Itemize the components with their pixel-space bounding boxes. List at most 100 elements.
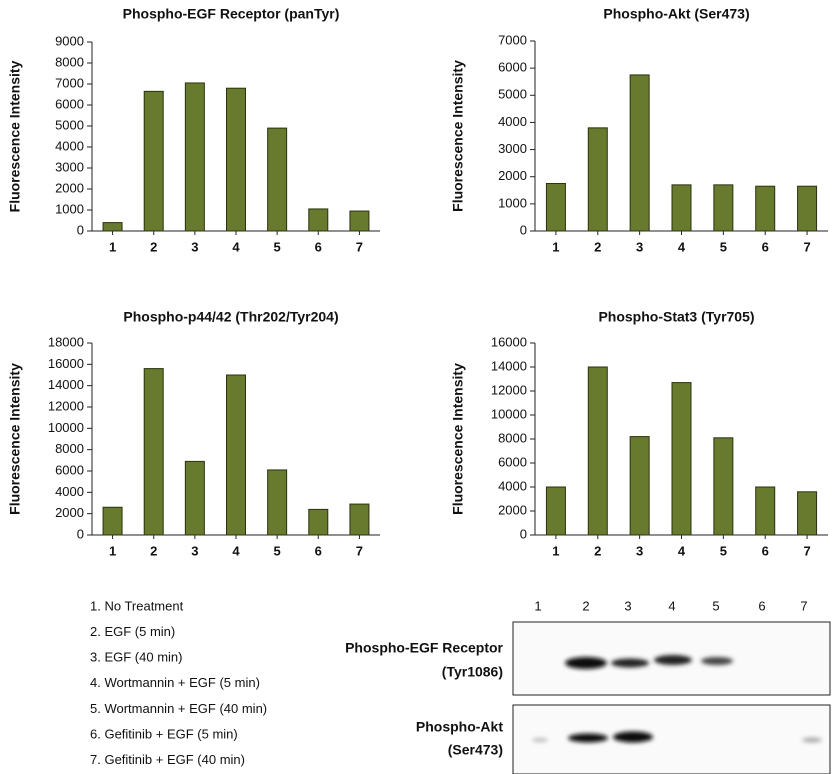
bar bbox=[185, 461, 204, 535]
bar bbox=[309, 209, 328, 231]
treatment-label: 2. EGF (5 min) bbox=[90, 624, 175, 639]
figure: Phospho-EGF Receptor (panTyr)Fluorescenc… bbox=[0, 0, 840, 774]
bar bbox=[798, 186, 817, 231]
bar bbox=[103, 507, 122, 535]
x-tick-label: 2 bbox=[594, 543, 601, 558]
x-tick-label: 4 bbox=[232, 543, 240, 558]
y-tick-label: 8000 bbox=[55, 54, 84, 69]
bar bbox=[268, 470, 287, 535]
y-tick-label: 0 bbox=[520, 526, 527, 541]
blot-row-label: (Tyr1086) bbox=[442, 664, 503, 680]
lane-label: 3 bbox=[624, 598, 631, 613]
y-tick-label: 6000 bbox=[55, 96, 84, 111]
bar bbox=[756, 487, 775, 535]
x-tick-label: 4 bbox=[678, 543, 686, 558]
bar bbox=[546, 487, 565, 535]
bar bbox=[268, 128, 287, 231]
bar bbox=[672, 383, 691, 535]
y-tick-label: 2000 bbox=[498, 502, 527, 517]
chart-title: Phospho-Akt (Ser473) bbox=[603, 6, 749, 22]
y-tick-label: 0 bbox=[77, 222, 84, 237]
y-tick-label: 4000 bbox=[55, 138, 84, 153]
y-axis-label: Fluorescence Intensity bbox=[7, 60, 23, 212]
bar bbox=[798, 492, 817, 535]
y-tick-label: 0 bbox=[520, 222, 527, 237]
bar bbox=[630, 75, 649, 231]
y-tick-label: 9000 bbox=[55, 33, 84, 48]
chart-title: Phospho-Stat3 (Tyr705) bbox=[598, 309, 754, 325]
bar bbox=[103, 223, 122, 231]
lane-label: 1 bbox=[534, 598, 541, 613]
y-tick-label: 2000 bbox=[55, 180, 84, 195]
y-tick-label: 7000 bbox=[498, 32, 527, 47]
blot bbox=[513, 622, 830, 774]
y-tick-label: 6000 bbox=[498, 60, 527, 75]
band bbox=[568, 734, 608, 743]
bar bbox=[350, 211, 369, 231]
x-tick-label: 5 bbox=[274, 239, 281, 254]
x-tick-label: 3 bbox=[191, 543, 198, 558]
y-tick-label: 3000 bbox=[55, 159, 84, 174]
x-tick-label: 1 bbox=[552, 543, 559, 558]
y-tick-label: 18000 bbox=[48, 334, 84, 349]
y-tick-label: 2000 bbox=[55, 505, 84, 520]
y-tick-label: 12000 bbox=[48, 398, 84, 413]
bar bbox=[350, 504, 369, 535]
lane-label: 7 bbox=[800, 598, 807, 613]
y-tick-label: 8000 bbox=[55, 441, 84, 456]
y-tick-label: 10000 bbox=[48, 420, 84, 435]
x-tick-label: 7 bbox=[803, 543, 810, 558]
x-tick-label: 5 bbox=[720, 239, 727, 254]
x-tick-label: 6 bbox=[315, 543, 322, 558]
band bbox=[613, 732, 653, 743]
band bbox=[611, 659, 649, 668]
bar bbox=[185, 83, 204, 231]
band bbox=[654, 655, 692, 665]
y-tick-label: 2000 bbox=[498, 168, 527, 183]
bar bbox=[714, 438, 733, 535]
x-tick-label: 6 bbox=[315, 239, 322, 254]
x-tick-label: 2 bbox=[150, 239, 157, 254]
y-tick-label: 12000 bbox=[491, 382, 527, 397]
bar bbox=[588, 367, 607, 535]
bar bbox=[546, 184, 565, 232]
y-tick-label: 6000 bbox=[55, 462, 84, 477]
bar bbox=[714, 185, 733, 231]
band bbox=[565, 657, 607, 669]
bar bbox=[227, 375, 246, 535]
x-tick-label: 1 bbox=[109, 239, 116, 254]
treatment-label: 7. Gefitinib + EGF (40 min) bbox=[90, 752, 245, 767]
x-tick-label: 7 bbox=[356, 543, 363, 558]
x-tick-label: 3 bbox=[191, 239, 198, 254]
y-tick-label: 5000 bbox=[498, 87, 527, 102]
y-tick-label: 1000 bbox=[498, 195, 527, 210]
x-tick-label: 6 bbox=[762, 239, 769, 254]
y-tick-label: 1000 bbox=[55, 201, 84, 216]
x-tick-label: 4 bbox=[232, 239, 240, 254]
lane-label: 6 bbox=[758, 598, 765, 613]
band bbox=[532, 738, 548, 742]
y-tick-label: 4000 bbox=[498, 114, 527, 129]
bar bbox=[144, 369, 163, 535]
x-tick-label: 3 bbox=[636, 239, 643, 254]
treatment-label: 4. Wortmannin + EGF (5 min) bbox=[90, 675, 260, 690]
y-tick-label: 14000 bbox=[491, 358, 527, 373]
bar bbox=[588, 128, 607, 231]
lane-label: 5 bbox=[712, 598, 719, 613]
bar bbox=[144, 91, 163, 231]
x-tick-label: 1 bbox=[552, 239, 559, 254]
chart-title: Phospho-p44/42 (Thr202/Tyr204) bbox=[123, 309, 338, 325]
y-axis-label: Fluorescence Intensity bbox=[450, 363, 466, 515]
treatment-label: 1. No Treatment bbox=[90, 598, 184, 613]
x-tick-label: 7 bbox=[356, 239, 363, 254]
blot-row-label: (Ser473) bbox=[448, 742, 503, 758]
band bbox=[701, 657, 733, 665]
y-tick-label: 4000 bbox=[498, 478, 527, 493]
x-tick-label: 7 bbox=[803, 239, 810, 254]
y-tick-label: 7000 bbox=[55, 75, 84, 90]
bar bbox=[227, 88, 246, 231]
y-axis-label: Fluorescence Intensity bbox=[450, 60, 466, 212]
x-tick-label: 1 bbox=[109, 543, 116, 558]
x-tick-label: 2 bbox=[150, 543, 157, 558]
y-axis-label: Fluorescence Intensity bbox=[7, 363, 23, 515]
